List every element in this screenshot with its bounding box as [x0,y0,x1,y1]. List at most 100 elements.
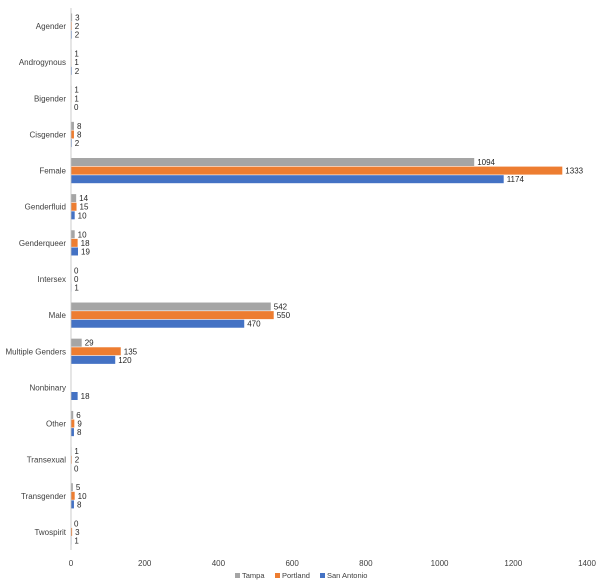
data-label: 6 [76,411,81,420]
data-label: 0 [74,266,79,275]
data-label: 135 [124,347,138,356]
data-label: 2 [75,22,80,31]
data-label: 10 [78,230,87,239]
bar-tampa [71,230,75,239]
bar-san-antonio [71,428,74,437]
bar-san-antonio [71,175,504,184]
category-label: Nonbinary [30,383,66,392]
legend-swatch-portland [275,573,280,578]
legend-swatch-tampa [235,573,240,578]
data-label: 10 [78,492,87,501]
category-label: Agender [36,22,67,31]
data-label: 3 [75,528,80,537]
data-label: 8 [77,428,82,437]
data-label: 9 [77,420,82,429]
x-tick-label: 400 [212,559,226,568]
legend: Tampa Portland San Antonio [235,571,367,580]
data-label: 10 [78,211,87,220]
data-label: 1094 [477,158,495,167]
category-label: Genderqueer [19,239,66,248]
bar-portland [71,311,274,320]
data-label: 1333 [565,167,583,176]
data-label: 1 [74,447,79,456]
data-label: 120 [118,356,132,365]
x-tick-label: 200 [138,559,152,568]
data-label: 0 [74,103,79,112]
data-label: 29 [85,339,94,348]
category-label: Transexual [27,456,67,465]
data-label: 0 [74,464,79,473]
data-label: 550 [277,311,291,320]
category-label: Cisgender [30,130,67,139]
legend-swatch-san-antonio [320,573,325,578]
data-label: 19 [81,247,90,256]
data-label: 470 [247,320,261,329]
x-tick-label: 0 [69,559,74,568]
data-label: 2 [75,139,80,148]
legend-label: Portland [282,571,310,580]
data-label: 0 [74,519,79,528]
data-label: 15 [80,203,89,212]
data-label: 8 [77,122,82,131]
data-label: 2 [75,31,80,40]
bar-tampa [71,410,74,419]
bar-portland [71,491,75,500]
data-label: 8 [77,130,82,139]
bar-portland [71,347,121,356]
data-label: 18 [81,239,90,248]
data-label: 2 [75,456,80,465]
bars-layer [71,13,563,545]
bar-san-antonio [71,355,116,364]
x-tick-label: 1400 [578,559,596,568]
legend-label: San Antonio [327,571,367,580]
bar-portland [71,419,75,428]
category-label: Intersex [38,275,66,284]
bar-portland [71,130,74,139]
data-label: 542 [274,303,288,312]
labels-layer: Agender322Androgynous112Bigender110Cisge… [6,13,584,545]
bar-san-antonio [71,500,74,509]
bar-portland [71,238,78,247]
bar-tampa [71,121,74,130]
category-label: Transgender [21,492,66,501]
bar-san-antonio [71,211,75,220]
data-label: 1 [74,94,79,103]
category-label: Male [49,311,67,320]
data-label: 1 [74,50,79,59]
category-label: Other [46,420,66,429]
category-label: Female [39,167,66,176]
bar-portland [71,166,563,175]
bar-tampa [71,194,77,203]
category-label: Androgynous [19,58,66,67]
bar-tampa [71,13,73,22]
bar-san-antonio [71,247,79,256]
bar-tampa [71,158,475,166]
data-label: 14 [79,194,88,203]
data-label: 3 [75,13,80,22]
category-label: Genderfluid [25,203,66,212]
data-label: 1174 [507,175,525,184]
data-label: 2 [75,67,80,76]
data-label: 1 [74,58,79,67]
category-label: Multiple Genders [6,347,66,356]
data-label: 8 [77,500,82,509]
data-label: 1 [74,284,79,293]
data-label: 0 [74,275,79,284]
legend-label: Tampa [242,571,265,580]
bar-tampa [71,338,82,347]
bar-san-antonio [71,319,245,328]
bar-san-antonio [71,392,78,400]
x-tick-label: 1200 [504,559,522,568]
data-label: 1 [74,86,79,95]
x-tick-label: 800 [359,559,373,568]
x-tick-label: 600 [285,559,299,568]
x-tick-label: 1000 [431,559,449,568]
x-axis-ticks: 0 200 400 600 800 1000 1200 1400 [69,559,597,568]
category-label: Twospirit [34,528,66,537]
bar-portland [71,202,77,211]
data-label: 1 [74,537,79,546]
bar-tampa [71,483,73,492]
bar-portland [71,527,73,536]
data-label: 18 [81,392,90,401]
